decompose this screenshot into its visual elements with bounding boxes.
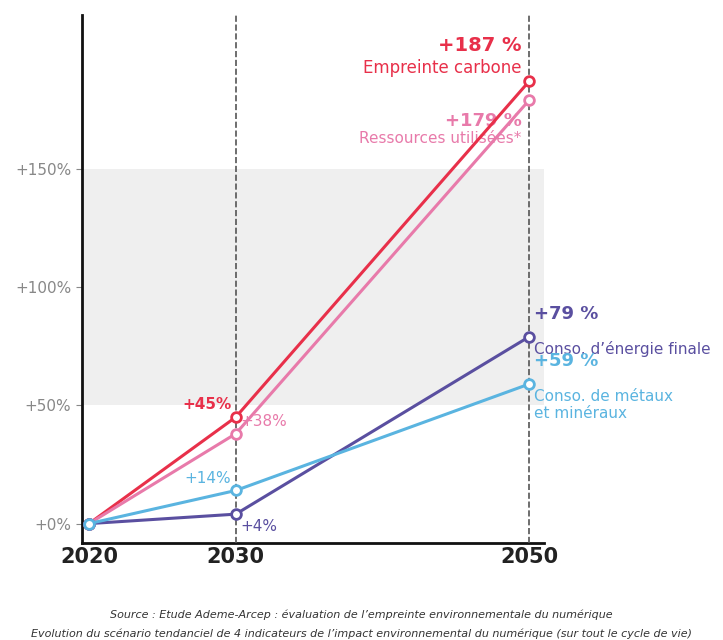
Text: Evolution du scénario tendanciel de 4 indicateurs de l’impact environnemental du: Evolution du scénario tendanciel de 4 in… xyxy=(31,628,692,639)
Text: Source : Etude Ademe-Arcep : évaluation de l’empreinte environnementale du numér: Source : Etude Ademe-Arcep : évaluation … xyxy=(110,609,613,620)
Text: +179 %: +179 % xyxy=(445,112,522,130)
Text: +45%: +45% xyxy=(182,397,231,412)
Text: +59 %: +59 % xyxy=(534,352,598,370)
Text: Conso. de métaux
et minéraux: Conso. de métaux et minéraux xyxy=(534,388,672,421)
Text: Conso. d’énergie finale: Conso. d’énergie finale xyxy=(534,342,710,358)
Text: +38%: +38% xyxy=(240,414,287,429)
Text: +187 %: +187 % xyxy=(438,36,522,55)
Bar xyxy=(82,169,544,405)
Text: +4%: +4% xyxy=(240,519,277,534)
Text: +79 %: +79 % xyxy=(534,305,598,323)
Text: Empreinte carbone: Empreinte carbone xyxy=(364,58,522,77)
Text: +14%: +14% xyxy=(184,471,231,486)
Text: Ressources utilisées*: Ressources utilisées* xyxy=(359,131,522,146)
